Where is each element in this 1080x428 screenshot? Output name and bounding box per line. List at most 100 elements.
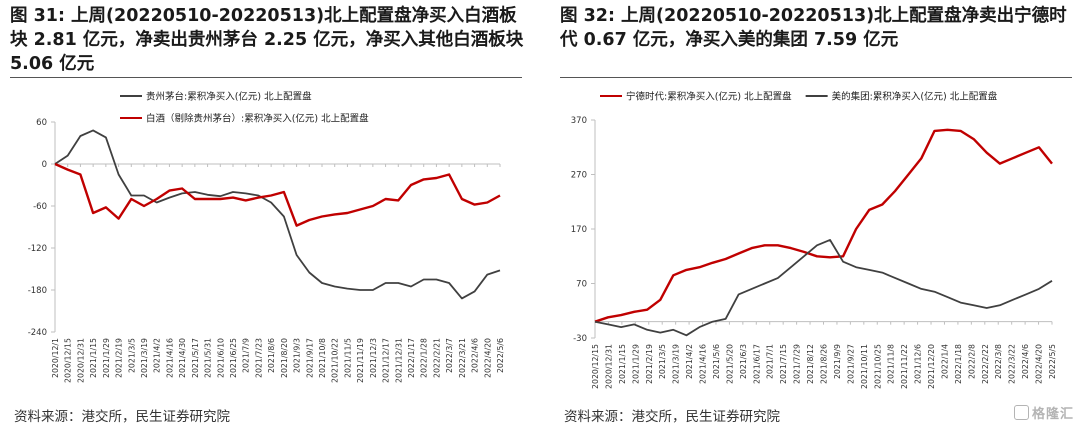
x-tick-label: 2022/3/22	[1008, 344, 1017, 384]
x-tick-label: 2021/8/26	[820, 344, 829, 384]
x-tick-label: 2022/1/28	[420, 338, 429, 378]
y-tick-label: 60	[36, 118, 47, 128]
x-tick-label: 2022/4/6	[1021, 344, 1030, 379]
x-tick-label: 2022/4/20	[1035, 344, 1044, 384]
series-line-1	[54, 162, 501, 227]
x-tick-label: 2022/4/6	[471, 338, 480, 373]
x-tick-label: 2020/12/15	[64, 338, 73, 383]
x-tick-label: 2021/7/9	[242, 338, 251, 373]
x-tick-label: 2021/1/15	[618, 344, 627, 384]
x-tick-label: 2022/2/8	[967, 344, 976, 379]
y-tick-label: 270	[571, 171, 587, 181]
x-tick-label: 2021/10/22	[331, 338, 340, 383]
x-tick-label: 2021/3/19	[140, 338, 149, 378]
x-tick-label: 2021/7/15	[779, 344, 788, 384]
x-tick-label: 2021/8/20	[280, 338, 289, 378]
x-tick-label: 2021/10/25	[873, 344, 882, 389]
x-tick-label: 2021/5/20	[725, 344, 734, 384]
x-tick-label: 2021/4/16	[699, 344, 708, 384]
x-tick-label: 2021/10/8	[318, 338, 327, 378]
x-tick-label: 2021/9/3	[293, 338, 302, 373]
x-tick-label: 2021/8/12	[806, 344, 815, 384]
x-tick-label: 2021/1/29	[102, 338, 111, 378]
x-tick-label: 2021/6/10	[216, 338, 225, 378]
x-tick-label: 2022/4/20	[483, 338, 492, 378]
source-note: 资料来源：港交所，民生证券研究院	[564, 409, 780, 425]
watermark: 格隆汇	[1013, 403, 1074, 422]
x-tick-label: 2021/2/19	[645, 344, 654, 384]
title-divider	[10, 77, 522, 78]
series-line-1	[594, 238, 1053, 337]
x-tick-label: 2022/2/21	[432, 338, 441, 378]
x-tick-label: 2021/12/31	[394, 338, 403, 383]
x-tick-label: 2021/6/17	[752, 344, 761, 384]
y-tick-label: -120	[28, 244, 47, 254]
x-tick-label: 2022/1/4	[940, 344, 949, 379]
x-tick-label: 2022/5/6	[496, 338, 505, 373]
x-tick-label: 2022/3/8	[994, 344, 1003, 379]
line-chart-catl-midea: 370 270 170 70 -30 2020/12/15 2020/12/31 2021/1…	[571, 91, 1057, 389]
x-tick-label: 2021/3/5	[658, 344, 667, 379]
series-line-0	[54, 129, 501, 300]
x-tick-label: 2021/12/17	[382, 338, 391, 383]
y-tick-label: -240	[28, 328, 47, 338]
x-tick-label: 2021/10/11	[860, 344, 869, 389]
x-tick-label: 2021/4/30	[178, 338, 187, 378]
x-tick-label: 2021/9/17	[305, 338, 314, 378]
x-tick-label: 2021/11/8	[887, 344, 896, 384]
x-tick-label: 2021/7/29	[793, 344, 802, 384]
x-tick-label: 2021/3/5	[127, 338, 136, 373]
watermark-logo-icon	[1013, 405, 1029, 420]
x-tick-label: 2021/7/23	[254, 338, 263, 378]
x-tick-label: 2021/5/6	[712, 344, 721, 379]
x-tick-label: 2022/1/18	[954, 344, 963, 384]
y-tick-label: -60	[33, 202, 47, 212]
x-tick-label: 2021/5/31	[204, 338, 213, 378]
chart-panel-left: 图 31: 上周(20220510-20220513)北上配置盘净买入白酒板块 …	[0, 0, 530, 428]
x-tick-label: 2020/12/31	[76, 338, 85, 383]
x-tick-label: 2022/1/17	[407, 338, 416, 378]
x-tick-label: 2021/12/6	[914, 344, 923, 384]
x-tick-label: 2021/2/19	[115, 338, 124, 378]
chart-panel-right: 图 32: 上周(20220510-20220513)北上配置盘净卖出宁德时代 …	[550, 0, 1080, 428]
x-tick-label: 2022/3/7	[445, 338, 454, 373]
x-tick-label: 2021/12/20	[927, 344, 936, 389]
x-tick-label: 2021/1/15	[89, 338, 98, 378]
x-tick-label: 2021/8/6	[267, 338, 276, 373]
source-note: 资料来源：港交所，民生证券研究院	[14, 409, 230, 425]
legend-label: 美的集团:累积净买入(亿元) 北上配置盘	[832, 91, 998, 103]
x-tick-label: 2020/12/31	[604, 344, 613, 389]
y-tick-label: 0	[42, 160, 47, 170]
x-tick-label: 2021/9/27	[846, 344, 855, 384]
figure-title: 图 31: 上周(20220510-20220513)北上配置盘净买入白酒板块 …	[10, 6, 524, 74]
x-tick-label: 2021/1/29	[631, 344, 640, 384]
x-tick-label: 2022/5/5	[1048, 344, 1057, 379]
legend-label: 贵州茅台:累积净买入(亿元) 北上配置盘	[146, 91, 312, 103]
legend-label: 白酒（剔除贵州茅台）:累积净买入(亿元) 北上配置盘	[146, 113, 369, 125]
x-tick-label: 2021/4/16	[165, 338, 174, 378]
x-tick-label: 2021/4/2	[153, 338, 162, 373]
x-tick-label: 2021/7/1	[766, 344, 775, 379]
x-tick-label: 2021/6/25	[229, 338, 238, 378]
x-tick-label: 2021/5/17	[191, 338, 200, 378]
x-tick-label: 2021/4/2	[685, 344, 694, 379]
watermark-text: 格隆汇	[1031, 407, 1074, 422]
series-line-0	[594, 128, 1053, 323]
x-tick-label: 2021/12/3	[369, 338, 378, 378]
y-tick-label: 170	[571, 225, 587, 235]
y-tick-label: 370	[571, 116, 587, 126]
y-tick-label: 70	[576, 280, 587, 290]
y-tick-label: -30	[573, 334, 587, 344]
figure-title: 图 32: 上周(20220510-20220513)北上配置盘净卖出宁德时代 …	[560, 6, 1067, 50]
x-tick-label: 2021/11/22	[900, 344, 909, 389]
x-tick-label: 2020/12/1	[51, 338, 60, 378]
legend-label: 宁德时代:累积净买入(亿元) 北上配置盘	[626, 91, 792, 103]
x-tick-label: 2022/2/22	[981, 344, 990, 384]
title-divider	[560, 77, 1072, 78]
x-tick-label: 2022/3/21	[458, 338, 467, 378]
x-tick-label: 2021/11/19	[356, 338, 365, 383]
x-tick-label: 2020/12/15	[591, 344, 600, 389]
x-tick-label: 2021/6/3	[739, 344, 748, 379]
x-tick-label: 2021/9/9	[833, 344, 842, 379]
